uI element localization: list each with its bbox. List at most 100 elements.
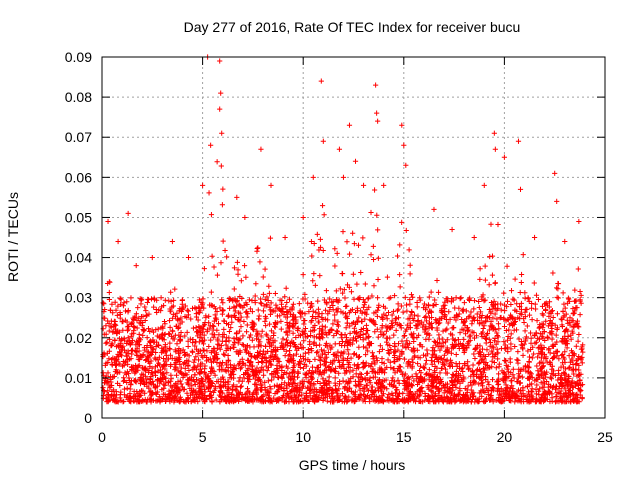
data-point: [300, 272, 306, 278]
data-point: [515, 315, 521, 321]
data-point: [291, 369, 297, 375]
data-point: [243, 329, 250, 335]
data-point: [332, 312, 338, 318]
data-point: [403, 227, 409, 234]
data-point: [421, 322, 427, 328]
data-point: [234, 330, 240, 336]
data-point: [379, 325, 385, 331]
data-point: [283, 348, 289, 354]
data-point: [196, 393, 202, 399]
data-point: [268, 386, 274, 392]
data-point: [389, 377, 395, 384]
data-point: [100, 300, 106, 306]
data-point: [374, 295, 381, 301]
data-point: [379, 359, 385, 366]
data-point: [220, 300, 226, 306]
data-point: [417, 363, 424, 369]
data-point: [438, 365, 445, 372]
data-point: [107, 307, 113, 313]
data-point: [368, 252, 374, 258]
data-point: [264, 302, 270, 308]
data-point: [555, 295, 561, 301]
data-point: [394, 386, 400, 393]
data-point: [300, 365, 307, 371]
data-point: [366, 341, 372, 348]
data-point: [415, 361, 421, 367]
data-point: [120, 399, 126, 405]
data-point: [519, 374, 525, 380]
data-point: [276, 359, 282, 365]
data-point: [369, 368, 375, 375]
data-point: [429, 361, 435, 367]
data-point: [200, 296, 206, 302]
data-point: [124, 369, 130, 375]
data-point: [547, 374, 553, 380]
data-point: [439, 315, 445, 321]
data-point: [137, 353, 143, 359]
data-point: [532, 306, 539, 312]
data-point: [121, 392, 128, 398]
data-point: [215, 321, 222, 327]
data-point-peak: [401, 142, 407, 148]
data-point: [255, 307, 261, 313]
data-point: [271, 395, 277, 401]
data-point: [324, 390, 330, 396]
data-point: [232, 298, 238, 304]
data-point: [469, 390, 475, 396]
data-point: [355, 382, 361, 388]
data-point: [170, 311, 176, 318]
data-point: [258, 367, 264, 373]
data-point: [223, 368, 229, 374]
data-point: [576, 331, 582, 338]
data-point: [423, 357, 430, 363]
data-point-peak: [336, 146, 343, 152]
data-point-peak: [185, 254, 192, 261]
data-point: [396, 363, 402, 369]
data-point: [399, 338, 405, 344]
data-point: [236, 337, 242, 343]
data-point: [212, 372, 218, 378]
data-point: [339, 390, 346, 397]
data-point: [502, 302, 508, 308]
data-point: [425, 330, 431, 337]
data-point-peak: [268, 182, 274, 188]
data-point-peak: [320, 138, 326, 144]
data-point: [453, 295, 459, 301]
data-point: [274, 313, 281, 319]
data-point: [355, 242, 362, 248]
data-point: [231, 382, 237, 388]
data-point: [503, 382, 509, 388]
axes-layer: 00.010.020.030.040.050.060.070.080.090 5 1…: [65, 49, 613, 445]
data-point: [501, 323, 508, 330]
data-point: [503, 362, 509, 368]
data-point: [220, 186, 226, 192]
data-point: [418, 389, 424, 395]
data-point: [402, 294, 408, 301]
data-point: [111, 398, 117, 404]
data-point: [301, 379, 307, 385]
data-point: [250, 326, 256, 332]
data-point: [445, 320, 451, 326]
data-point: [362, 363, 368, 369]
data-point: [319, 202, 326, 209]
data-point: [117, 395, 123, 401]
data-point-peak: [234, 194, 240, 200]
data-point: [366, 304, 372, 310]
data-point: [199, 392, 205, 398]
data-point: [153, 369, 159, 375]
data-point: [244, 385, 251, 392]
data-point: [179, 319, 185, 325]
data-point: [301, 321, 307, 327]
data-point: [347, 323, 353, 329]
data-point: [368, 209, 374, 216]
data-point: [414, 325, 420, 331]
data-point: [457, 372, 463, 378]
y-tick-label: 0.04: [65, 250, 92, 266]
data-point: [477, 276, 483, 283]
data-point: [535, 296, 542, 303]
data-point: [311, 240, 317, 247]
data-point: [332, 246, 338, 252]
data-point: [200, 326, 206, 332]
data-point: [394, 253, 401, 259]
data-point: [149, 371, 156, 377]
